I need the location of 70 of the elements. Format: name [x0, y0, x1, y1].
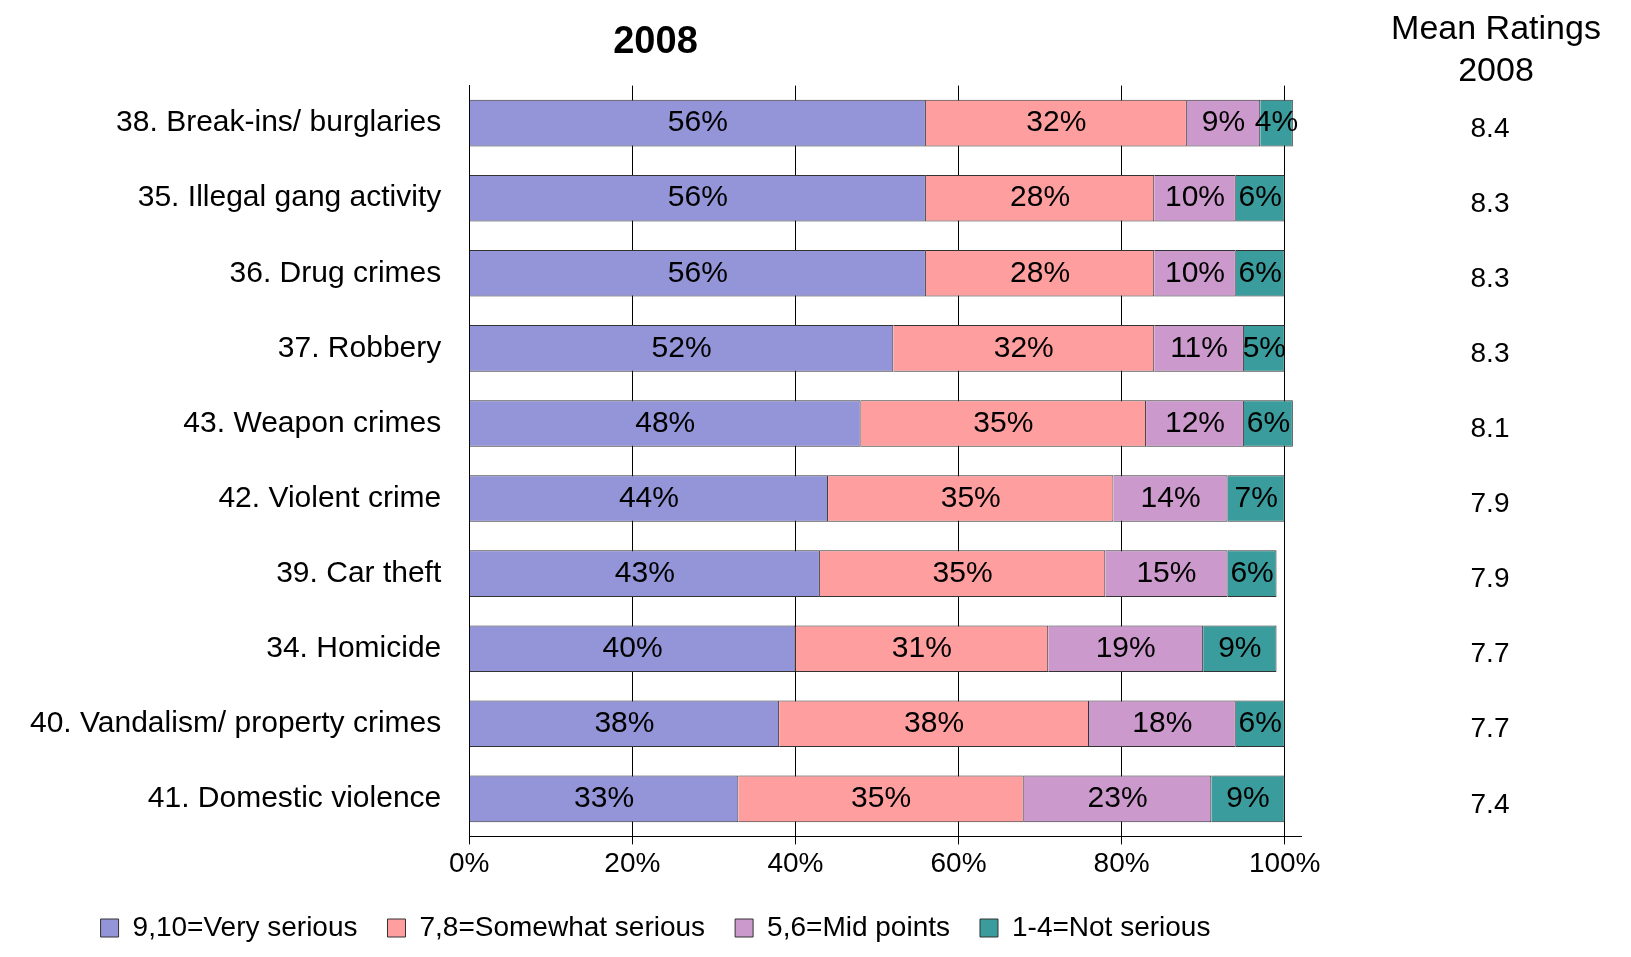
data-label: 6% [1230, 554, 1274, 588]
data-label: 9% [1226, 780, 1270, 814]
y-tick-label: 35. Illegal gang activity [137, 179, 442, 213]
text: 7.9 [1470, 562, 1510, 594]
data-label: 18% [1132, 705, 1193, 739]
data-label: 40% [602, 629, 663, 663]
data-label: 48% [635, 404, 696, 438]
x-tick-label: 100% [1248, 846, 1321, 878]
data-label: 19% [1095, 629, 1156, 663]
data-label: 38% [594, 705, 655, 739]
legend-label: 5,6=Mid points [767, 910, 950, 942]
data-label: 43% [614, 554, 675, 588]
y-tick-label: 42. Violent crime [218, 479, 442, 513]
text: 8.3 [1470, 262, 1510, 294]
data-label: 33% [574, 780, 635, 814]
data-label: 6% [1238, 179, 1282, 213]
data-label: 52% [651, 329, 712, 363]
x-tick-label: 80% [1093, 846, 1150, 878]
data-label: 12% [1164, 404, 1226, 438]
y-tick-label: 38. Break-ins/ burglaries [116, 104, 442, 138]
y-tick-label: 39. Car theft [276, 554, 442, 588]
data-label: 6% [1238, 705, 1282, 739]
text: 8.3 [1470, 337, 1510, 369]
legend-label: 7,8=Somewhat serious [419, 910, 706, 942]
y-tick-label: 34. Homicide [266, 629, 442, 663]
legend-label: 1-4=Not serious [1011, 910, 1211, 942]
data-label: 56% [667, 104, 728, 138]
text: 7.7 [1470, 712, 1510, 744]
data-label: 7% [1234, 479, 1278, 513]
text: 8.1 [1470, 412, 1510, 444]
chart-title: 2008 [613, 19, 698, 62]
data-label: 32% [993, 329, 1054, 363]
data-label: 15% [1136, 554, 1197, 588]
y-tick-label: 43. Weapon crimes [183, 404, 442, 438]
data-label: 14% [1140, 479, 1201, 513]
data-label: 28% [1010, 254, 1071, 288]
x-tick-label: 40% [767, 846, 824, 878]
data-label: 9% [1218, 629, 1262, 663]
data-label: 6% [1246, 404, 1291, 438]
x-tick-label: 60% [930, 846, 987, 878]
y-tick-label: 36. Drug crimes [229, 254, 442, 288]
data-label: 44% [618, 479, 679, 513]
x-tick-label: 0% [449, 846, 490, 878]
data-label: 10% [1164, 179, 1226, 213]
data-label: 23% [1087, 780, 1148, 814]
data-label: 11% [1170, 329, 1228, 363]
data-label: 56% [667, 254, 728, 288]
data-label: 9% [1201, 104, 1246, 138]
x-tick-label: 20% [604, 846, 661, 878]
data-label: 6% [1238, 254, 1282, 288]
data-label: 31% [891, 629, 952, 663]
data-label: 56% [667, 179, 728, 213]
data-label: 10% [1164, 254, 1226, 288]
text: Mean Ratings 2008 [1390, 7, 1602, 90]
y-tick-label: 37. Robbery [277, 329, 442, 363]
data-label: 32% [1026, 104, 1087, 138]
text: 7.7 [1470, 637, 1510, 669]
data-label: 35% [973, 404, 1034, 438]
legend-label: 9,10=Very serious [132, 910, 358, 942]
data-label: 28% [1010, 179, 1071, 213]
data-label: 38% [904, 705, 965, 739]
y-tick-label: 41. Domestic violence [147, 780, 442, 814]
text: 7.9 [1470, 487, 1510, 519]
data-label: 35% [940, 479, 1001, 513]
data-label: 35% [851, 780, 912, 814]
y-tick-label: 40. Vandalism/ property crimes [29, 705, 442, 739]
text: 8.3 [1470, 186, 1510, 218]
text: 8.4 [1470, 111, 1510, 143]
text: 7.4 [1470, 787, 1510, 819]
data-label: 35% [932, 554, 993, 588]
